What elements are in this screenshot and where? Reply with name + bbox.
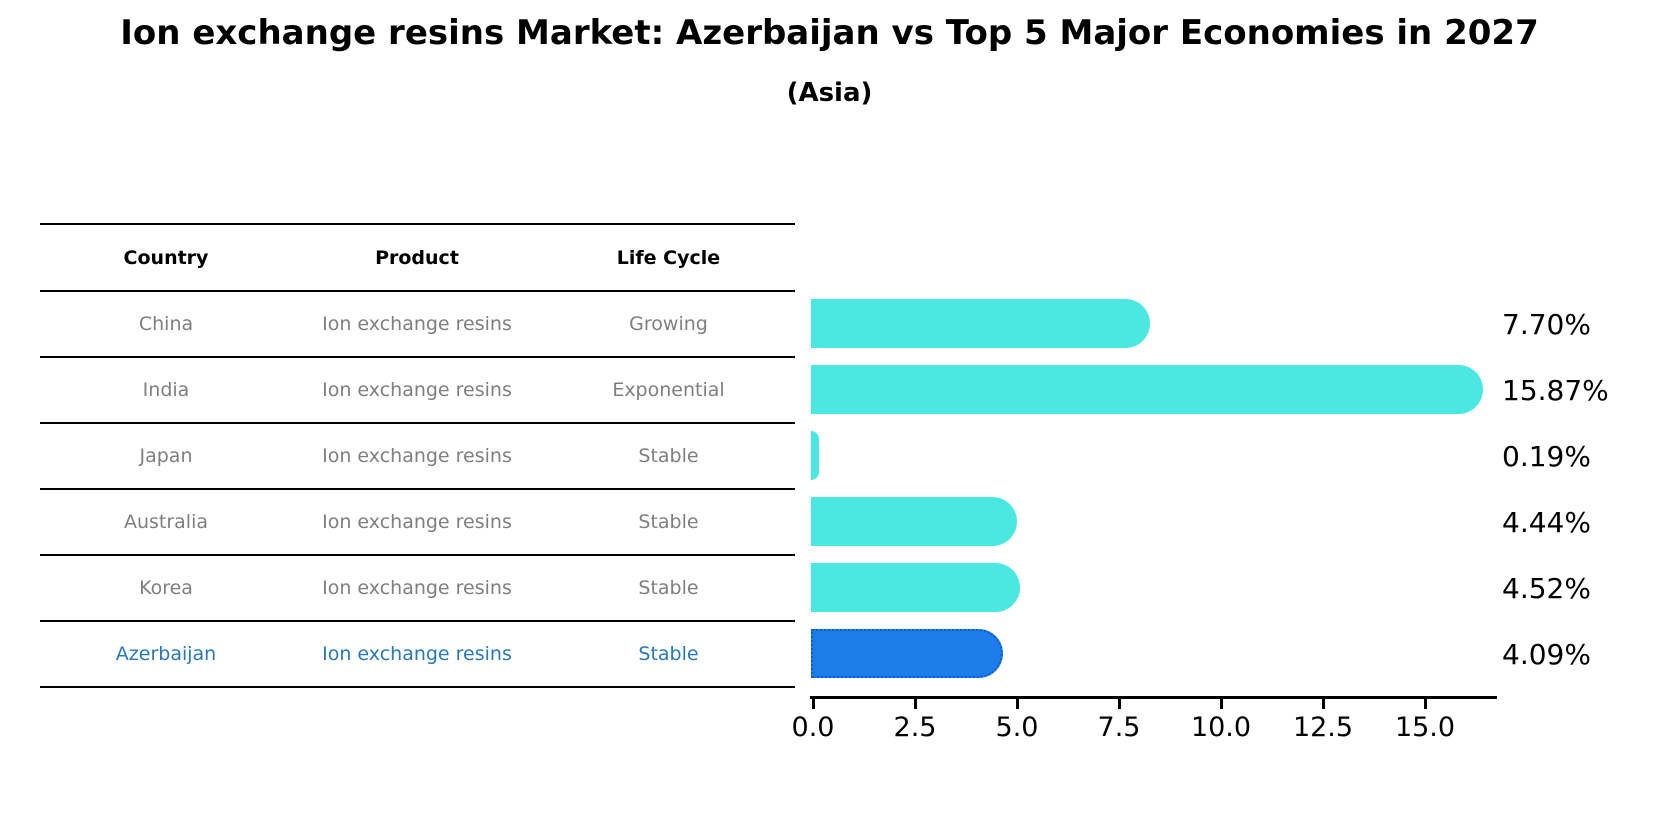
x-axis-tick-mark bbox=[1424, 699, 1427, 709]
table-cell-lifecycle: Exponential bbox=[612, 379, 725, 401]
table-cell-country: Korea bbox=[139, 577, 193, 599]
data-table: Country Product Life Cycle China Ion exc… bbox=[40, 223, 795, 688]
bar-value-label: 7.70% bbox=[1502, 307, 1591, 341]
x-axis-tick-label: 12.5 bbox=[1292, 712, 1354, 743]
x-axis-tick-mark bbox=[812, 699, 815, 709]
table-row: India Ion exchange resins Exponential bbox=[40, 358, 795, 424]
table-cell-product: Ion exchange resins bbox=[322, 379, 512, 401]
table-cell-product: Ion exchange resins bbox=[322, 643, 512, 665]
bar bbox=[811, 364, 1484, 414]
table-cell-product: Ion exchange resins bbox=[322, 445, 512, 467]
bar-row: 4.09% bbox=[811, 628, 1659, 678]
table-row: Azerbaijan Ion exchange resins Stable bbox=[40, 622, 795, 688]
bar-row: 0.19% bbox=[811, 430, 1659, 480]
table-cell-product: Ion exchange resins bbox=[322, 313, 512, 335]
bar-value-label: 4.44% bbox=[1502, 505, 1591, 539]
table-row: Australia Ion exchange resins Stable bbox=[40, 490, 795, 556]
table-body: China Ion exchange resins Growing India … bbox=[40, 292, 795, 688]
table-cell-lifecycle: Growing bbox=[629, 313, 708, 335]
bar-value-label: 4.09% bbox=[1502, 637, 1591, 671]
table-cell-lifecycle: Stable bbox=[638, 445, 699, 467]
bar-row: 4.52% bbox=[811, 562, 1659, 612]
chart-subtitle: (Asia) bbox=[786, 78, 873, 108]
table-cell-country: India bbox=[142, 379, 190, 401]
table-row: China Ion exchange resins Growing bbox=[40, 292, 795, 358]
table-cell-country: Japan bbox=[139, 445, 193, 467]
x-axis-tick-label: 10.0 bbox=[1190, 712, 1252, 743]
x-axis-tick-label: 7.5 bbox=[1097, 712, 1141, 743]
bar bbox=[811, 298, 1151, 348]
bar bbox=[811, 430, 819, 480]
table-cell-country: China bbox=[138, 313, 194, 335]
x-axis-tick-mark bbox=[1220, 699, 1223, 709]
table-header-product: Product bbox=[375, 246, 459, 269]
bar-row: 7.70% bbox=[811, 298, 1659, 348]
x-axis-tick-label: 0.0 bbox=[791, 712, 835, 743]
x-axis-tick-label: 5.0 bbox=[995, 712, 1039, 743]
table-cell-product: Ion exchange resins bbox=[322, 577, 512, 599]
table-header-lifecycle: Life Cycle bbox=[616, 246, 721, 269]
table-cell-lifecycle: Stable bbox=[638, 511, 699, 533]
bar-row: 15.87% bbox=[811, 364, 1659, 414]
x-axis-tick-mark bbox=[1118, 699, 1121, 709]
table-cell-product: Ion exchange resins bbox=[322, 511, 512, 533]
bar-value-label: 15.87% bbox=[1502, 373, 1609, 407]
table-cell-country: Australia bbox=[123, 511, 209, 533]
bar-row: 4.44% bbox=[811, 496, 1659, 546]
bar bbox=[811, 628, 1003, 678]
x-axis-line bbox=[810, 696, 1497, 699]
bar-value-label: 4.52% bbox=[1502, 571, 1591, 605]
table-row: Japan Ion exchange resins Stable bbox=[40, 424, 795, 490]
x-axis-tick-mark bbox=[1016, 699, 1019, 709]
table-row: Korea Ion exchange resins Stable bbox=[40, 556, 795, 622]
table-cell-country: Azerbaijan bbox=[115, 643, 217, 665]
x-axis-tick-label: 15.0 bbox=[1394, 712, 1456, 743]
x-axis-tick-label: 2.5 bbox=[893, 712, 937, 743]
bar bbox=[811, 496, 1018, 546]
bar bbox=[811, 562, 1021, 612]
table-header-row: Country Product Life Cycle bbox=[40, 225, 795, 292]
bar-value-label: 0.19% bbox=[1502, 439, 1591, 473]
x-axis-tick-mark bbox=[914, 699, 917, 709]
x-axis-tick-mark bbox=[1322, 699, 1325, 709]
table-cell-lifecycle: Stable bbox=[638, 643, 699, 665]
table-header-country: Country bbox=[123, 246, 209, 269]
table-cell-lifecycle: Stable bbox=[638, 577, 699, 599]
chart-title: Ion exchange resins Market: Azerbaijan v… bbox=[120, 13, 1539, 53]
